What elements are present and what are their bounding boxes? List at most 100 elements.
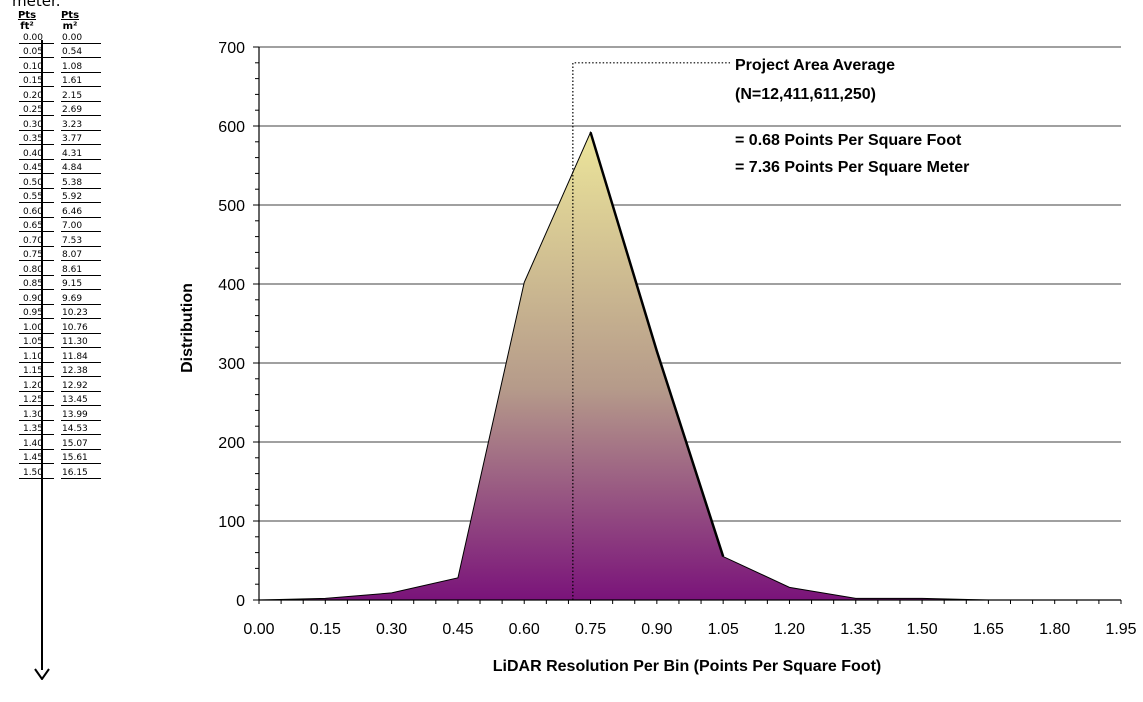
header-m-top: Pts — [60, 10, 80, 21]
pts-ft2-value: 0.00 — [22, 32, 44, 43]
pts-ft2-value: 0.85 — [22, 279, 44, 289]
row-underline — [19, 158, 54, 160]
row-underline — [19, 202, 54, 203]
table-row: 0.25 2.69 — [15, 102, 123, 116]
row-underline — [19, 448, 54, 450]
row-underline — [19, 216, 54, 218]
x-tick-label: 0.45 — [442, 621, 473, 638]
header-ft-unit: ft² — [20, 21, 34, 32]
pts-m2-value: 0.00 — [62, 32, 83, 43]
pts-m2-value: 4.84 — [62, 163, 83, 173]
pts-ft2-value: 0.30 — [22, 119, 44, 130]
row-underline — [61, 463, 101, 464]
pts-m2-value: 3.77 — [62, 134, 83, 144]
pts-m2-value: 16.15 — [62, 467, 88, 478]
row-underline — [19, 42, 54, 44]
pts-ft2-value: 1.35 — [22, 424, 44, 434]
pts-m2-value: 8.61 — [62, 264, 83, 275]
average-marker-line — [572, 62, 730, 600]
pts-m2-value: 1.08 — [62, 61, 83, 72]
row-underline — [19, 144, 54, 145]
header-m: Pts m² — [52, 10, 88, 32]
row-underline — [61, 347, 101, 348]
table-row: 0.05 0.54 — [15, 44, 123, 58]
row-underline — [19, 129, 54, 131]
pts-ft2-value: 0.75 — [22, 250, 44, 260]
pts-m2-value: 3.23 — [62, 119, 83, 130]
x-axis-label: LiDAR Resolution Per Bin (Points Per Squ… — [493, 658, 881, 675]
row-underline — [19, 347, 54, 348]
pts-ft2-value: 1.20 — [22, 380, 44, 391]
pts-ft2-value: 0.65 — [22, 221, 44, 231]
table-row: 0.60 6.46 — [15, 203, 123, 218]
x-tick-label: 1.35 — [840, 621, 871, 638]
row-underline — [19, 318, 54, 319]
y-tick-label: 200 — [218, 435, 245, 452]
row-underline — [19, 477, 54, 479]
row-underline — [61, 231, 101, 232]
row-underline — [61, 289, 101, 290]
pts-ft2-value: 0.25 — [22, 105, 44, 115]
pts-ft2-value: 0.70 — [22, 235, 44, 246]
row-underline — [19, 303, 54, 305]
header-ft: Pts ft² — [12, 10, 42, 32]
header-m-unit: m² — [62, 21, 78, 32]
pts-ft2-value: 0.95 — [22, 308, 44, 318]
row-underline — [61, 216, 101, 218]
pts-ft2-value: 1.40 — [22, 438, 44, 449]
y-tick-label: 100 — [218, 514, 245, 531]
conversion-table: meter. Pts ft² Pts m² 0.00 0.00 0.05 0.54 0.… — [0, 0, 150, 702]
pts-m2-value: 13.45 — [62, 395, 88, 405]
pts-ft2-value: 0.10 — [22, 61, 44, 72]
row-underline — [61, 477, 101, 479]
row-underline — [19, 434, 54, 435]
row-underline — [19, 332, 54, 334]
x-tick-label: 0.75 — [575, 621, 606, 638]
pts-m2-value: 14.53 — [62, 424, 88, 434]
distribution-chart: 0 100 200 300 400 500 600 700 0.00 0.15 0.30 0.45 0… — [179, 40, 1137, 675]
pts-m2-value: 12.92 — [62, 380, 88, 391]
pts-m2-value: 2.15 — [62, 90, 83, 101]
table-row: 1.50 16.15 — [15, 464, 123, 479]
table-row: 0.15 1.61 — [15, 73, 123, 87]
table-row: 1.05 11.30 — [15, 334, 123, 348]
header-ft-top: Pts — [17, 10, 37, 21]
row-underline — [61, 115, 101, 116]
row-underline — [61, 86, 101, 87]
pts-m2-value: 15.61 — [62, 453, 88, 463]
row-underline — [19, 419, 54, 421]
x-tick-label: 1.80 — [1039, 621, 1070, 638]
row-underline — [19, 376, 54, 377]
row-underline — [61, 245, 101, 247]
y-tick-label: 300 — [218, 356, 245, 373]
table-row: 1.40 15.07 — [15, 435, 123, 450]
row-underline — [19, 115, 54, 116]
down-arrow-icon — [34, 668, 50, 680]
table-row: 1.45 15.61 — [15, 450, 123, 464]
table-row: 0.65 7.00 — [15, 218, 123, 232]
row-underline — [61, 144, 101, 145]
row-underline — [61, 129, 101, 131]
table-row: 0.50 5.38 — [15, 174, 123, 189]
y-tick-label: 0 — [236, 593, 245, 610]
pts-ft2-value: 1.15 — [22, 366, 44, 376]
table-row: 1.30 13.99 — [15, 406, 123, 421]
row-underline — [19, 86, 54, 87]
row-underline — [19, 260, 54, 261]
pts-ft2-value: 0.80 — [22, 264, 44, 275]
row-underline — [19, 173, 54, 174]
pts-ft2-value: 1.50 — [22, 467, 44, 478]
row-underline — [61, 376, 101, 377]
x-tick-label: 1.95 — [1105, 621, 1136, 638]
row-underline — [19, 100, 54, 102]
pts-m2-value: 8.07 — [62, 250, 83, 260]
x-tick-label: 1.50 — [907, 621, 938, 638]
x-tick-label: 0.90 — [641, 621, 672, 638]
row-underline — [61, 434, 101, 435]
pts-ft2-value: 0.50 — [22, 177, 44, 188]
annotation-title: Project Area Average — [735, 57, 895, 74]
y-tick-label: 600 — [218, 119, 245, 136]
row-underline — [61, 332, 101, 334]
table-row: 0.10 1.08 — [15, 58, 123, 73]
pts-m2-value: 10.23 — [62, 308, 88, 318]
